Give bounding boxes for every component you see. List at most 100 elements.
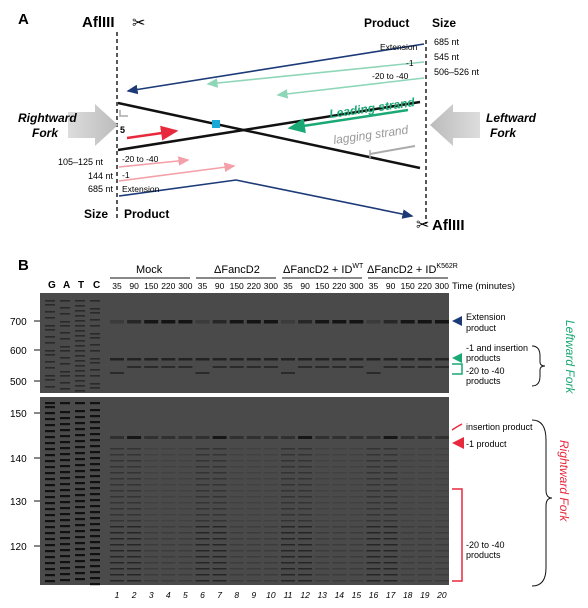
ladder-band [90, 529, 100, 532]
band-ladder-product [315, 532, 330, 534]
band-ladder-product [434, 484, 449, 486]
band-minus1 [161, 358, 176, 361]
band-ladder-product [332, 478, 347, 480]
ladder-band [90, 427, 100, 430]
ladder-band [45, 544, 55, 547]
band-ladder-product [400, 508, 415, 510]
band-extension [212, 320, 227, 324]
band-ladder-product [349, 460, 364, 462]
band-ladder-product [212, 478, 227, 480]
band-ladder-product [229, 550, 244, 552]
band-ladder-product [332, 472, 347, 474]
band-ladder-product [246, 580, 261, 582]
band-ladder-product [263, 466, 278, 468]
band-ladder-product [366, 478, 381, 480]
band-ladder-product [417, 508, 432, 510]
band-ladder-product [281, 532, 295, 534]
band-ladder-product [298, 532, 313, 534]
band-ladder-product [383, 544, 398, 546]
band-ladder-product [417, 514, 432, 516]
band-ladder-product [281, 460, 295, 462]
band-ladder-product [383, 520, 398, 522]
ladder-band [45, 502, 55, 505]
ladder-band [45, 514, 55, 517]
ladder-band [90, 487, 100, 490]
panel-a: A AflIII ✂ Product Size Extension -1 -20… [18, 11, 537, 234]
band-ladder-product [161, 556, 176, 558]
ladder-band [45, 448, 55, 451]
lane-number-row: 1 2 3 4 5 6 7 8 9 10 11 12 13 14 15 16 17 18 19 20 [115, 590, 447, 600]
band-ladder-product [366, 556, 381, 558]
header-size-bottom: Size [84, 207, 108, 221]
band-minus1-bottom [332, 436, 347, 439]
band-ladder-product [332, 526, 347, 528]
band-ladder-product [127, 454, 142, 456]
anno-extension-line1: Extension [466, 312, 506, 322]
band-extension [332, 320, 347, 324]
ladder-band [90, 517, 100, 520]
lane-number: 8 [234, 590, 239, 600]
ladder-band [60, 307, 70, 309]
band-ladder-product [366, 580, 381, 582]
ladder-band [45, 538, 55, 541]
ladder-band [45, 424, 55, 427]
band-ladder-product [434, 556, 449, 558]
band-ladder-product [332, 580, 347, 582]
tick-label-150: 150 [10, 409, 27, 420]
extension-arrow-bottom [118, 179, 414, 219]
band-ladder-product [144, 466, 159, 468]
band-ladder-product [246, 568, 261, 570]
band-ladder-product [212, 568, 227, 570]
leftward-fork-line2: Fork [490, 126, 517, 140]
band-ladder-product [195, 466, 210, 468]
band-ladder-product [298, 466, 313, 468]
band-ladder-product [246, 490, 261, 492]
band-ladder-product [229, 568, 244, 570]
band-minus1 [281, 358, 295, 361]
band-ladder-product [434, 532, 449, 534]
band-minus20-top [229, 366, 244, 368]
band-ladder-product [127, 550, 142, 552]
band-ladder-product [349, 502, 364, 504]
band-extension [434, 320, 449, 324]
ladder-band [75, 578, 85, 581]
ladder-band [60, 357, 70, 359]
ladder-band [75, 542, 85, 545]
band-extension [161, 320, 176, 324]
time-point-label: 150 [315, 281, 329, 291]
band-ladder-product [246, 508, 261, 510]
band-ladder-product [298, 556, 313, 558]
band-ladder-product [263, 514, 278, 516]
band-ladder-product [417, 562, 432, 564]
band-ladder-product [195, 496, 210, 498]
band-minus20-top [400, 366, 415, 368]
band-minus20-top [127, 366, 142, 368]
time-point-label: 220 [161, 281, 175, 291]
band-extension [263, 320, 278, 324]
band-ladder-product [161, 496, 176, 498]
band-ladder-product [127, 532, 142, 534]
band-minus1 [383, 358, 398, 361]
band-ladder-product [417, 454, 432, 456]
tick-label-140: 140 [10, 454, 27, 465]
ladder-band [90, 463, 100, 466]
band-ladder-product [110, 574, 124, 576]
band-ladder-product [144, 562, 159, 564]
gel-top-bands [45, 300, 449, 392]
band-ladder-product [434, 520, 449, 522]
band-ladder-product [298, 580, 313, 582]
band-ladder-product [195, 502, 210, 504]
band-ladder-product [127, 574, 142, 576]
band-ladder-product [298, 538, 313, 540]
ladder-band [75, 452, 85, 455]
band-minus1 [178, 358, 193, 361]
band-ladder-product [161, 580, 176, 582]
band-ladder-product [212, 454, 227, 456]
band-minus20-top [144, 366, 159, 368]
band-ladder-product [315, 562, 330, 564]
ladder-band [60, 579, 70, 582]
ladder-band [75, 506, 85, 509]
band-minus1-bottom [417, 436, 432, 439]
ladder-band [45, 496, 55, 499]
band-ladder-product [434, 550, 449, 552]
